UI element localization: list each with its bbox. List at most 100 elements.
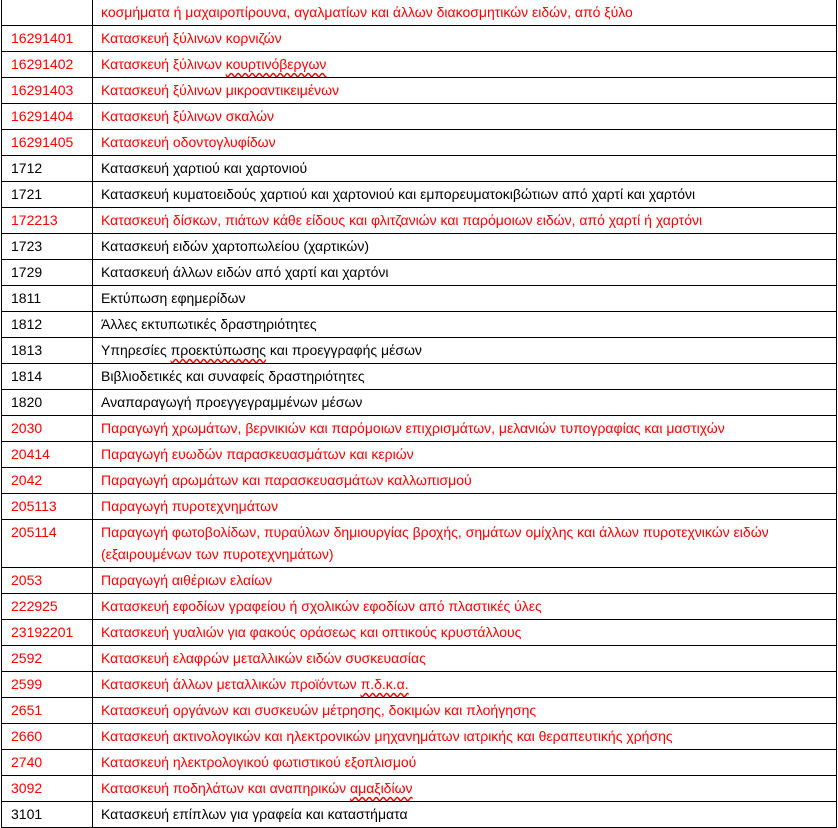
activity-description-cell: Κατασκευή επίπλων για γραφεία και καταστ… bbox=[92, 801, 837, 828]
activity-code-cell: 16291405 bbox=[1, 129, 93, 156]
activity-code-cell: 1813 bbox=[1, 337, 93, 364]
description-text: Κατασκευή κυματοειδούς χαρτιού και χαρτο… bbox=[101, 186, 696, 202]
activity-code-cell: 16291403 bbox=[1, 77, 93, 104]
spellcheck-flagged-word: προεκτύπωσης bbox=[170, 342, 267, 358]
table-row: 2042 Παραγωγή αρωμάτων και παρασκευασμάτω… bbox=[1, 467, 837, 494]
table-row: 16291401 Κατασκευή ξύλινων κορνιζών bbox=[1, 25, 837, 52]
description-text: Κατασκευή άλλων ειδών από χαρτί και χαρτ… bbox=[101, 264, 389, 280]
activity-code-cell: 1723 bbox=[1, 233, 93, 260]
description-text: Κατασκευή ηλεκτρολογικού φωτιστικού εξοπ… bbox=[101, 754, 417, 770]
description-text: Παραγωγή πυροτεχνημάτων bbox=[101, 498, 279, 514]
activity-code-cell: 1812 bbox=[1, 311, 93, 338]
table-row: 1813 Υπηρεσίες προεκτύπωσης και προεγγραφ… bbox=[1, 337, 837, 364]
activity-code-cell: 1820 bbox=[1, 389, 93, 416]
table-row: 16291403 Κατασκευή ξύλινων μικροαντικειμέ… bbox=[1, 77, 837, 104]
table-row: 3101 Κατασκευή επίπλων για γραφεία και κα… bbox=[1, 801, 837, 828]
table-row: 1729 Κατασκευή άλλων ειδών από χαρτί και … bbox=[1, 259, 837, 286]
description-text: Κατασκευή άλλων μεταλλικών προϊόντων bbox=[101, 676, 361, 692]
description-text: Εκτύπωση εφημερίδων bbox=[101, 290, 246, 306]
activity-code-cell: 16291404 bbox=[1, 103, 93, 130]
description-text: Παραγωγή αιθέριων ελαίων bbox=[101, 572, 273, 588]
activity-code-cell: 3101 bbox=[1, 801, 93, 828]
activity-description-cell: Κατασκευή δίσκων, πιάτων κάθε είδους και… bbox=[92, 207, 837, 234]
table-row: 1820 Αναπαραγωγή προεγγεγραμμένων μέσων bbox=[1, 389, 837, 416]
activity-code-cell: 1721 bbox=[1, 181, 93, 208]
activity-description-cell: Κατασκευή άλλων μεταλλικών προϊόντων π.δ… bbox=[92, 671, 837, 698]
description-text: Κατασκευή ξύλινων μικροαντικειμένων bbox=[101, 82, 340, 98]
table-row: 2740 Κατασκευή ηλεκτρολογικού φωτιστικού … bbox=[1, 749, 837, 776]
activity-description-cell: Άλλες εκτυπωτικές δραστηριότητες bbox=[92, 311, 837, 338]
description-text: Υπηρεσίες bbox=[101, 342, 171, 358]
description-text: Παραγωγή αρωμάτων και παρασκευασμάτων κα… bbox=[101, 472, 472, 488]
activity-description-cell: Παραγωγή πυροτεχνημάτων bbox=[92, 493, 837, 520]
description-text: και προεγγραφής μέσων bbox=[266, 342, 422, 358]
description-text: Κατασκευή ελαφρών μεταλλικών ειδών συσκε… bbox=[101, 650, 426, 666]
activity-description-cell: Παραγωγή αιθέριων ελαίων bbox=[92, 567, 837, 594]
activity-description-cell: Βιβλιοδετικές και συναφείς δραστηριότητε… bbox=[92, 363, 837, 390]
activity-description-cell: Κατασκευή οδοντογλυφίδων bbox=[92, 129, 837, 156]
activity-code-cell: 23192201 bbox=[1, 619, 93, 646]
activity-description-cell: Κατασκευή άλλων ειδών από χαρτί και χαρτ… bbox=[92, 259, 837, 286]
activity-code-cell: 1811 bbox=[1, 285, 93, 312]
description-text: Κατασκευή ακτινολογικών και ηλεκτρονικών… bbox=[101, 728, 673, 744]
activity-code-cell: 2660 bbox=[1, 723, 93, 750]
description-text: Άλλες εκτυπωτικές δραστηριότητες bbox=[101, 316, 317, 332]
table-row: 16291402 Κατασκευή ξύλινων κουρτινόβεργων bbox=[1, 51, 837, 78]
activity-code-cell: 3092 bbox=[1, 775, 93, 802]
activity-code-cell: 2030 bbox=[1, 415, 93, 442]
description-text: Κατασκευή επίπλων για γραφεία και καταστ… bbox=[101, 806, 408, 822]
description-text: Κατασκευή εφοδίων γραφείου ή σχολικών εφ… bbox=[101, 598, 542, 614]
spellcheck-flagged-word: π.δ.κ.α. bbox=[360, 676, 409, 692]
description-text: Κατασκευή ξύλινων bbox=[101, 56, 226, 72]
table-row: 23192201 Κατασκευή γυαλιών για φακούς ορά… bbox=[1, 619, 837, 646]
activity-description-cell: κοσμήματα ή μαχαιροπίρουνα, αγαλματίων κ… bbox=[92, 0, 837, 26]
activity-code-cell: 2740 bbox=[1, 749, 93, 776]
table-row: κοσμήματα ή μαχαιροπίρουνα, αγαλματίων κ… bbox=[1, 0, 837, 26]
table-row: 2651 Κατασκευή οργάνων και συσκευών μέτρη… bbox=[1, 697, 837, 724]
activity-description-cell: Κατασκευή ηλεκτρολογικού φωτιστικού εξοπ… bbox=[92, 749, 837, 776]
table-row: 2660 Κατασκευή ακτινολογικών και ηλεκτρον… bbox=[1, 723, 837, 750]
activity-code-cell: 16291402 bbox=[1, 51, 93, 78]
table-row: 2053 Παραγωγή αιθέριων ελαίων bbox=[1, 567, 837, 594]
activity-description-cell: Κατασκευή εφοδίων γραφείου ή σχολικών εφ… bbox=[92, 593, 837, 620]
description-text: Αναπαραγωγή προεγγεγραμμένων μέσων bbox=[101, 394, 363, 410]
activity-code-cell: 2651 bbox=[1, 697, 93, 724]
activity-description-cell: Κατασκευή ξύλινων μικροαντικειμένων bbox=[92, 77, 837, 104]
description-text: Κατασκευή οργάνων και συσκευών μέτρησης,… bbox=[101, 702, 537, 718]
activity-description-cell: Κατασκευή ελαφρών μεταλλικών ειδών συσκε… bbox=[92, 645, 837, 672]
table-row: 205114 Παραγωγή φωτοβολίδων, πυραύλων δημ… bbox=[1, 519, 837, 568]
table-row: 2599 Κατασκευή άλλων μεταλλικών προϊόντων… bbox=[1, 671, 837, 698]
activity-description-cell: Κατασκευή χαρτιού και χαρτονιού bbox=[92, 155, 837, 182]
description-text: Κατασκευή χαρτιού και χαρτονιού bbox=[101, 160, 308, 176]
activity-code-cell: 2592 bbox=[1, 645, 93, 672]
activity-description-cell: Κατασκευή ξύλινων κορνιζών bbox=[92, 25, 837, 52]
description-text: Κατασκευή γυαλιών για φακούς οράσεως και… bbox=[101, 624, 522, 640]
table-row: 205113 Παραγωγή πυροτεχνημάτων bbox=[1, 493, 837, 520]
description-text: Κατασκευή δίσκων, πιάτων κάθε είδους και… bbox=[101, 212, 703, 228]
description-text: Παραγωγή χρωμάτων, βερνικιών και παρόμοι… bbox=[101, 420, 725, 436]
table-row: 2030 Παραγωγή χρωμάτων, βερνικιών και παρ… bbox=[1, 415, 837, 442]
description-text: Παραγωγή φωτοβολίδων, πυραύλων δημιουργί… bbox=[101, 524, 769, 562]
activity-description-cell: Κατασκευή ειδών χαρτοπωλείου (χαρτικών) bbox=[92, 233, 837, 260]
description-text: Παραγωγή ευωδών παρασκευασμάτων και κερι… bbox=[101, 446, 414, 462]
description-text: Κατασκευή ξύλινων σκαλών bbox=[101, 108, 275, 124]
activity-description-cell: Κατασκευή γυαλιών για φακούς οράσεως και… bbox=[92, 619, 837, 646]
activity-description-cell: Κατασκευή ξύλινων σκαλών bbox=[92, 103, 837, 130]
activity-code-cell: 172213 bbox=[1, 207, 93, 234]
spellcheck-flagged-word: κουρτινόβεργων bbox=[225, 56, 327, 72]
table-row: 1721 Κατασκευή κυματοειδούς χαρτιού και χ… bbox=[1, 181, 837, 208]
description-text: Βιβλιοδετικές και συναφείς δραστηριότητε… bbox=[101, 368, 365, 384]
table-row: 1811 Εκτύπωση εφημερίδων bbox=[1, 285, 837, 312]
activity-description-cell: Παραγωγή αρωμάτων και παρασκευασμάτων κα… bbox=[92, 467, 837, 494]
description-text: Κατασκευή ποδηλάτων και αναπηρικών bbox=[101, 780, 351, 796]
spellcheck-flagged-word: αμαξιδίων bbox=[350, 780, 413, 796]
table-row: 16291404 Κατασκευή ξύλινων σκαλών bbox=[1, 103, 837, 130]
table-row: 2592 Κατασκευή ελαφρών μεταλλικών ειδών σ… bbox=[1, 645, 837, 672]
description-text: κοσμήματα ή μαχαιροπίρουνα, αγαλματίων κ… bbox=[101, 4, 633, 20]
description-text: Κατασκευή ξύλινων κορνιζών bbox=[101, 30, 282, 46]
table-row: 1723 Κατασκευή ειδών χαρτοπωλείου (χαρτικ… bbox=[1, 233, 837, 260]
table-row: 16291405 Κατασκευή οδοντογλυφίδων bbox=[1, 129, 837, 156]
activity-description-cell: Εκτύπωση εφημερίδων bbox=[92, 285, 837, 312]
